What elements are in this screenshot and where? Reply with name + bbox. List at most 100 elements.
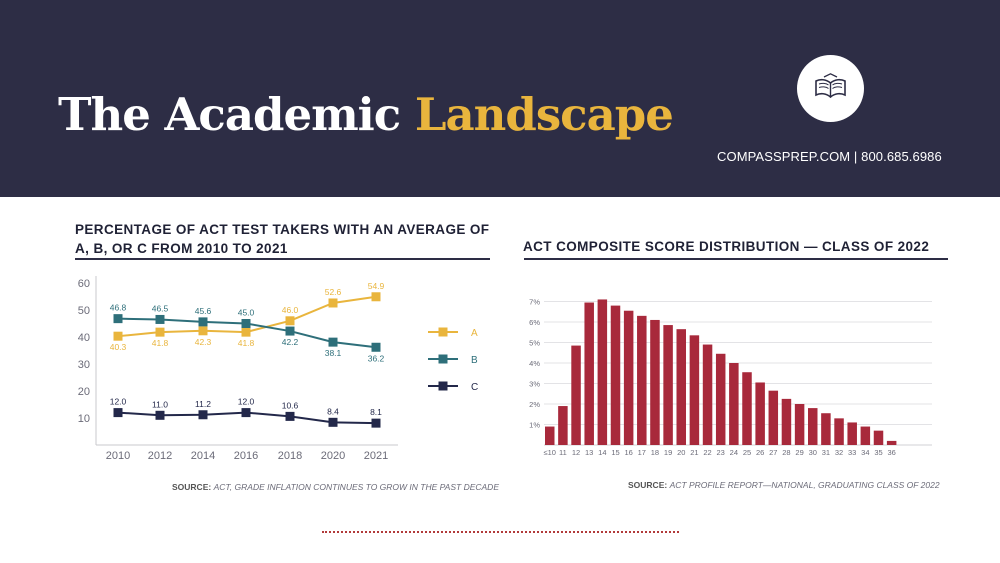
x-tick-label: 14: [598, 448, 606, 457]
x-tick-label: 2010: [106, 450, 130, 462]
x-tick-label: 13: [585, 448, 593, 457]
bar: [742, 372, 752, 445]
x-tick-label: 22: [703, 448, 711, 457]
data-label-a: 40.3: [110, 342, 127, 352]
legend-marker-a: [438, 327, 448, 337]
data-label-a: 54.9: [368, 281, 385, 291]
bar: [873, 430, 884, 445]
source-label: SOURCE:: [628, 480, 668, 490]
data-point-a: [241, 327, 251, 337]
x-tick-label: 21: [690, 448, 698, 457]
x-tick-label: 2020: [321, 450, 345, 462]
y-tick-label: 40: [78, 332, 90, 344]
data-point-b: [113, 314, 123, 324]
legend-label-b: B: [471, 355, 478, 366]
data-point-c: [328, 417, 338, 427]
legend-label-c: C: [471, 382, 478, 393]
x-tick-label: 15: [611, 448, 619, 457]
data-point-b: [328, 337, 338, 347]
x-tick-label: 2014: [191, 450, 215, 462]
bar-chart-source: SOURCE: ACT PROFILE REPORT—NATIONAL, GRA…: [628, 480, 940, 490]
legend-marker-b: [438, 354, 448, 364]
data-label-b: 45.6: [195, 306, 212, 316]
x-tick-label: 35: [874, 448, 882, 457]
x-tick-label: 23: [717, 448, 725, 457]
bar: [558, 406, 568, 445]
data-point-c: [113, 408, 123, 418]
data-point-b: [241, 319, 251, 328]
data-label-b: 36.2: [368, 353, 385, 363]
data-point-b: [198, 317, 208, 327]
x-tick-label: 19: [664, 448, 672, 457]
x-tick-label: 26: [756, 448, 764, 457]
decorative-dotted-divider: [322, 531, 679, 533]
data-point-b: [285, 326, 295, 336]
bar: [597, 299, 608, 445]
bar: [755, 382, 765, 445]
data-label-a: 41.8: [238, 338, 255, 348]
data-label-b: 38.1: [325, 348, 342, 358]
bar: [623, 310, 634, 445]
x-tick-label: 2018: [278, 450, 302, 462]
x-tick-label: 2021: [364, 450, 388, 462]
data-label-c: 10.6: [282, 400, 299, 410]
bar: [847, 422, 857, 445]
data-point-a: [113, 331, 123, 341]
data-label-b: 42.2: [282, 337, 299, 347]
title-main: The Academic: [58, 88, 401, 141]
data-point-c: [155, 410, 165, 420]
x-tick-label: 16: [624, 448, 632, 457]
bar: [663, 325, 673, 445]
bar: [834, 418, 844, 445]
y-tick-label: 20: [78, 386, 90, 398]
data-point-a: [371, 292, 381, 302]
bar: [545, 426, 555, 445]
bar: [650, 319, 660, 445]
contact-info: COMPASSPREP.COM | 800.685.6986: [717, 149, 942, 164]
y-tick-label: 1%: [529, 421, 540, 430]
bar: [808, 408, 818, 445]
data-point-b: [371, 342, 381, 352]
bar: [584, 302, 594, 445]
act-grade-line-chart: 10 20 30 40 50 60 2010 2012 2014 2016 2018 2020 2021…: [78, 276, 478, 462]
y-tick-label: 4%: [529, 359, 540, 368]
y-tick-label: 10: [78, 413, 90, 425]
bar-chart-title: ACT COMPOSITE SCORE DISTRIBUTION — CLASS…: [523, 239, 930, 254]
header-banner: The Academic Landscape COMPASSPREP.COM |…: [0, 0, 1000, 197]
x-tick-label: 32: [835, 448, 843, 457]
y-tick-label: 3%: [529, 380, 540, 389]
bar: [637, 315, 647, 445]
data-point-b: [155, 314, 165, 324]
open-book-icon: [815, 73, 846, 99]
x-tick-label: 28: [782, 448, 790, 457]
data-point-a: [285, 316, 295, 326]
bar: [781, 398, 792, 445]
x-tick-label: 17: [638, 448, 646, 457]
data-label-c: 8.4: [327, 406, 339, 416]
data-point-a: [328, 298, 338, 308]
data-label-c: 12.0: [238, 397, 255, 407]
data-point-a: [198, 326, 208, 336]
legend-label-a: A: [471, 328, 478, 339]
x-tick-label: 33: [848, 448, 856, 457]
data-point-a: [155, 327, 165, 337]
x-tick-label: 34: [861, 448, 869, 457]
source-text: ACT PROFILE REPORT—NATIONAL, GRADUATING …: [669, 480, 940, 490]
x-tick-label: 25: [743, 448, 751, 457]
bar: [729, 363, 739, 445]
data-label-a: 41.8: [152, 338, 169, 348]
x-tick-label: 12: [572, 448, 580, 457]
bar: [689, 335, 700, 445]
x-tick-label: 11: [559, 448, 567, 457]
x-tick-label: 18: [651, 448, 659, 457]
bar: [676, 329, 686, 445]
line-chart-title: PERCENTAGE OF ACT TEST TAKERS WITH AN AV…: [75, 222, 490, 256]
y-tick-label: 5%: [529, 339, 540, 348]
data-label-b: 46.5: [152, 303, 169, 313]
bar: [821, 413, 831, 445]
x-tick-label: 20: [677, 448, 685, 457]
bar: [702, 344, 713, 445]
data-point-c: [198, 410, 208, 420]
legend-marker-c: [438, 381, 448, 391]
source-text: ACT, GRADE INFLATION CONTINUES TO GROW I…: [213, 482, 499, 492]
